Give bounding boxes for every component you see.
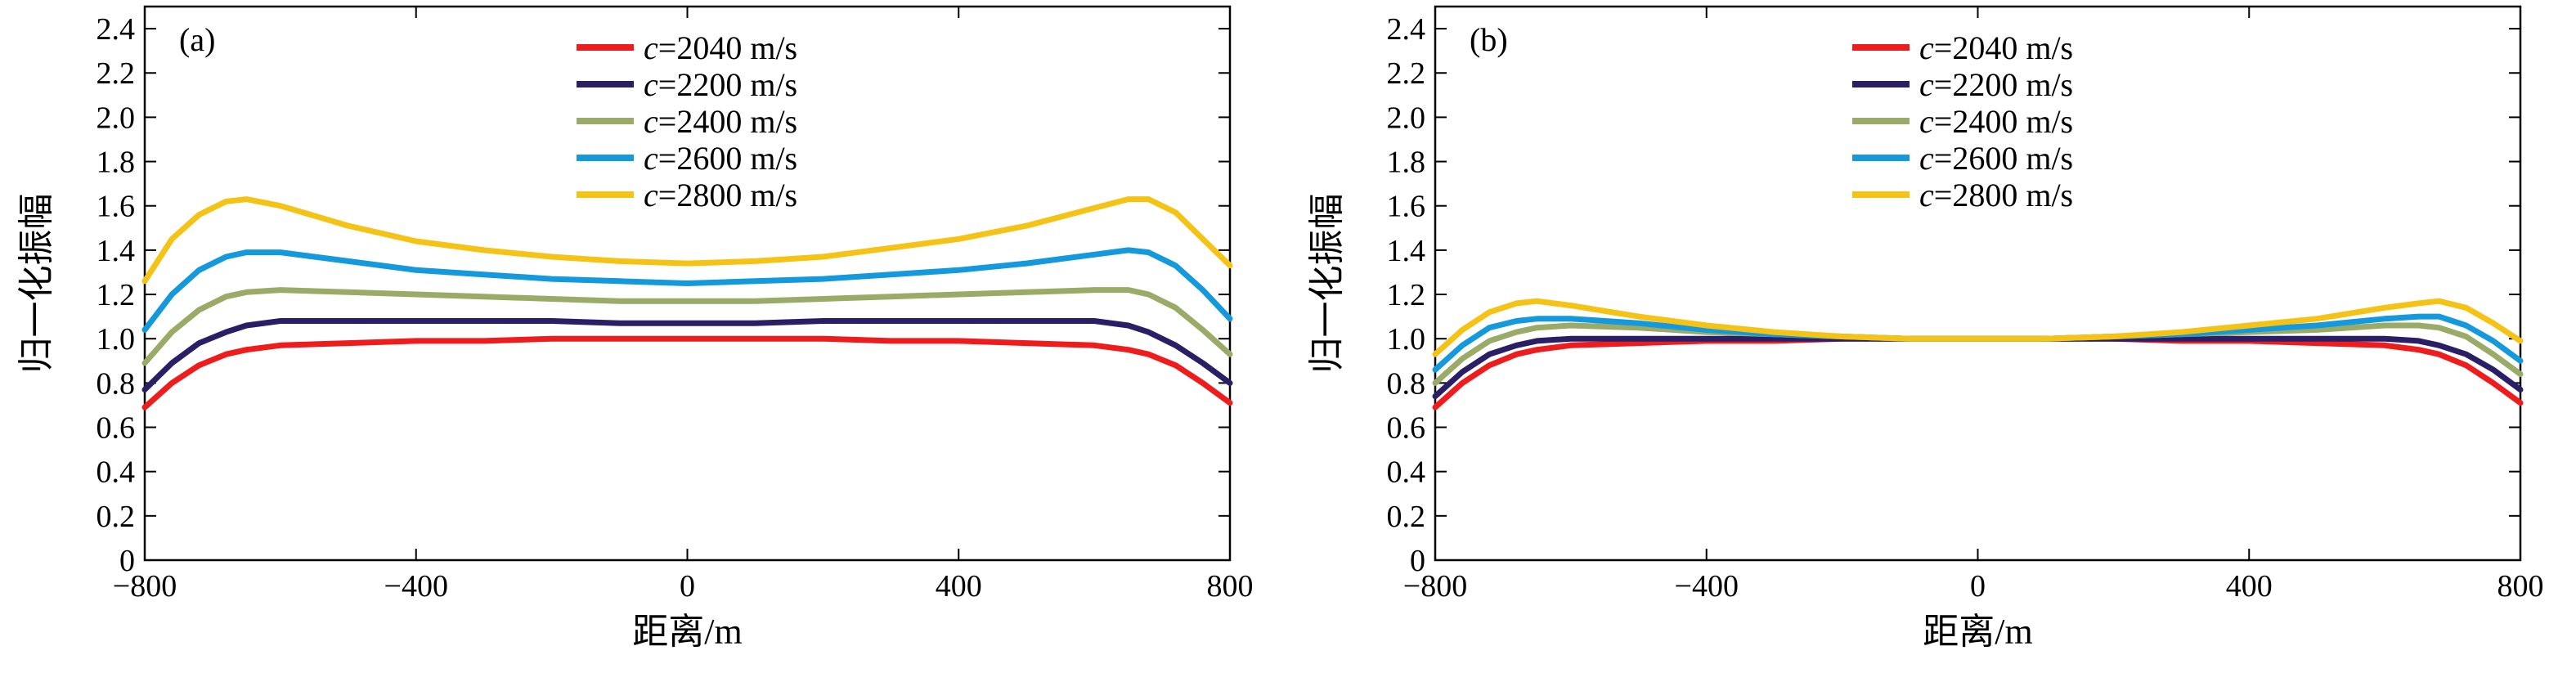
panel-b-y-tick-label: 0.4 [1387, 455, 1426, 490]
panel-b-legend-label-1: c=2040 m/s [1919, 29, 2073, 66]
panel-b-series-line-3 [1432, 322, 2524, 386]
panel-b-y-tick-label: 1.4 [1387, 234, 1426, 268]
panel-a-legend-label-variable: c [644, 66, 658, 103]
panel-b-legend-label-4: c=2600 m/s [1919, 140, 2073, 177]
panel-b-x-axis-label: 距离/m [1923, 612, 2032, 652]
panel-b-legend-label-value: =2040 m/s [1934, 29, 2073, 66]
panel-b-x-tick-label: −400 [1675, 569, 1739, 603]
panel-a-legend-label-variable: c [644, 103, 658, 140]
panel-a-x-tick-label: −400 [384, 569, 448, 603]
panel-b-x-tick-label: 400 [2226, 569, 2273, 603]
panel-a-legend-label-5: c=2800 m/s [644, 177, 797, 213]
panel-a-series-line-1 [141, 335, 1233, 411]
panel-a-series-line-2 [141, 318, 1233, 393]
panel-b-series-line-5 [1432, 298, 2524, 357]
panel-a-legend-label-value: =2400 m/s [658, 103, 797, 140]
panel-a-y-tick-label: 1.8 [96, 146, 136, 180]
panel-a-legend-label-3: c=2400 m/s [644, 103, 797, 140]
panel-b-y-tick-label: 0.2 [1387, 500, 1426, 534]
panel-a-legend-label-value: =2040 m/s [658, 29, 797, 66]
panel-b-x-tick-label: 0 [1970, 569, 1986, 603]
panel-a-y-tick-label: 1.6 [96, 190, 136, 224]
panel-b-legend-label-variable: c [1919, 140, 1934, 177]
panel-a-y-tick-label: 2.2 [96, 56, 136, 91]
panel-a-y-tick-label: 1.0 [96, 322, 136, 357]
panel-b-panel-label: (b) [1470, 21, 1508, 58]
panel-b-y-tick-label: 0 [1410, 544, 1425, 578]
panel-a-y-tick-label: 2.4 [96, 12, 136, 47]
panel-b-x-tick-label: −800 [1403, 569, 1467, 603]
panel-a-legend-label-value: =2600 m/s [658, 140, 797, 177]
panel-a-x-tick-label: 800 [1207, 569, 1254, 603]
panel-b-chart: 0 0.2 0.4 0.6 0.8 1.0 1.2 1.4 1.6 1.8 2.0 2.2 2.4 −80… [1307, 5, 2544, 652]
panel-a-y-tick-label: 0 [119, 544, 135, 578]
panel-b-y-tick-label: 2.2 [1387, 56, 1426, 91]
panel-a-panel-label: (a) [179, 21, 215, 58]
panel-b-y-axis-label: 归一化振幅 [1307, 194, 1347, 374]
panel-a-legend-label-variable: c [644, 29, 658, 66]
panel-a-y-tick-label: 0.2 [96, 500, 136, 534]
panel-a-chart: 0 0.2 0.4 0.6 0.8 1.0 1.2 1.4 1.6 1.8 2.0 2.2 2.4 −80… [16, 5, 1254, 652]
panel-b-y-tick-label: 2.0 [1387, 101, 1426, 135]
panel-a-x-axis-label: 距离/m [632, 612, 742, 652]
panel-a-legend-label-value: =2800 m/s [658, 177, 797, 213]
panel-a-legend-label-variable: c [644, 140, 658, 177]
panel-a-legend-label-variable: c [644, 177, 658, 213]
panel-a-x-tick-label: −800 [113, 569, 177, 603]
panel-a-x-tick-label: 0 [680, 569, 695, 603]
panel-a-series-line-5 [141, 196, 1233, 285]
panel-a-x-tick-label: 400 [936, 569, 982, 603]
panel-a-y-axis-label: 归一化振幅 [16, 194, 56, 374]
panel-a-legend-label-2: c=2200 m/s [644, 66, 797, 103]
panel-a-y-tick-label: 0.8 [96, 366, 136, 401]
panel-b-series-line-1 [1432, 335, 2524, 411]
panel-b-y-tick-label: 2.4 [1387, 12, 1426, 47]
panel-a-y-tick-label: 1.2 [96, 278, 136, 312]
panel-a-legend-label-4: c=2600 m/s [644, 140, 797, 177]
panel-b-legend-label-3: c=2400 m/s [1919, 103, 2073, 140]
panel-b-legend-label-2: c=2200 m/s [1919, 66, 2073, 103]
panel-b-y-tick-label: 1.8 [1387, 146, 1426, 180]
panel-b-legend-label-variable: c [1919, 66, 1934, 103]
panel-a-y-tick-label: 2.0 [96, 101, 136, 135]
panel-b-x-tick-label: 800 [2497, 569, 2544, 603]
panel-b-legend-label-value: =2800 m/s [1934, 177, 2073, 213]
panel-b-series-line-2 [1432, 335, 2524, 400]
panel-b-y-tick-label: 0.8 [1387, 366, 1426, 401]
panel-a-series-line-3 [141, 287, 1233, 366]
panel-b-y-tick-label: 1.0 [1387, 322, 1426, 357]
panel-b-y-tick-label: 0.6 [1387, 411, 1426, 446]
panel-b-legend-label-variable: c [1919, 29, 1934, 66]
panel-a-y-tick-label: 0.6 [96, 411, 136, 446]
panel-a-legend-label-1: c=2040 m/s [644, 29, 797, 66]
panel-b-y-tick-label: 1.2 [1387, 278, 1426, 312]
panel-b-legend-label-variable: c [1919, 177, 1934, 213]
panel-b-legend-label-5: c=2800 m/s [1919, 177, 2073, 213]
panel-b-legend-label-value: =2200 m/s [1934, 66, 2073, 103]
panel-b-legend-label-value: =2400 m/s [1934, 103, 2073, 140]
panel-b-legend-label-value: =2600 m/s [1934, 140, 2073, 177]
panel-b-legend-label-variable: c [1919, 103, 1934, 140]
panel-b-y-tick-label: 1.6 [1387, 190, 1426, 224]
panel-a-legend-label-value: =2200 m/s [658, 66, 797, 103]
panel-a-y-tick-label: 1.4 [96, 234, 136, 268]
panel-a-series-line-4 [141, 247, 1233, 333]
panel-a-y-tick-label: 0.4 [96, 455, 136, 490]
